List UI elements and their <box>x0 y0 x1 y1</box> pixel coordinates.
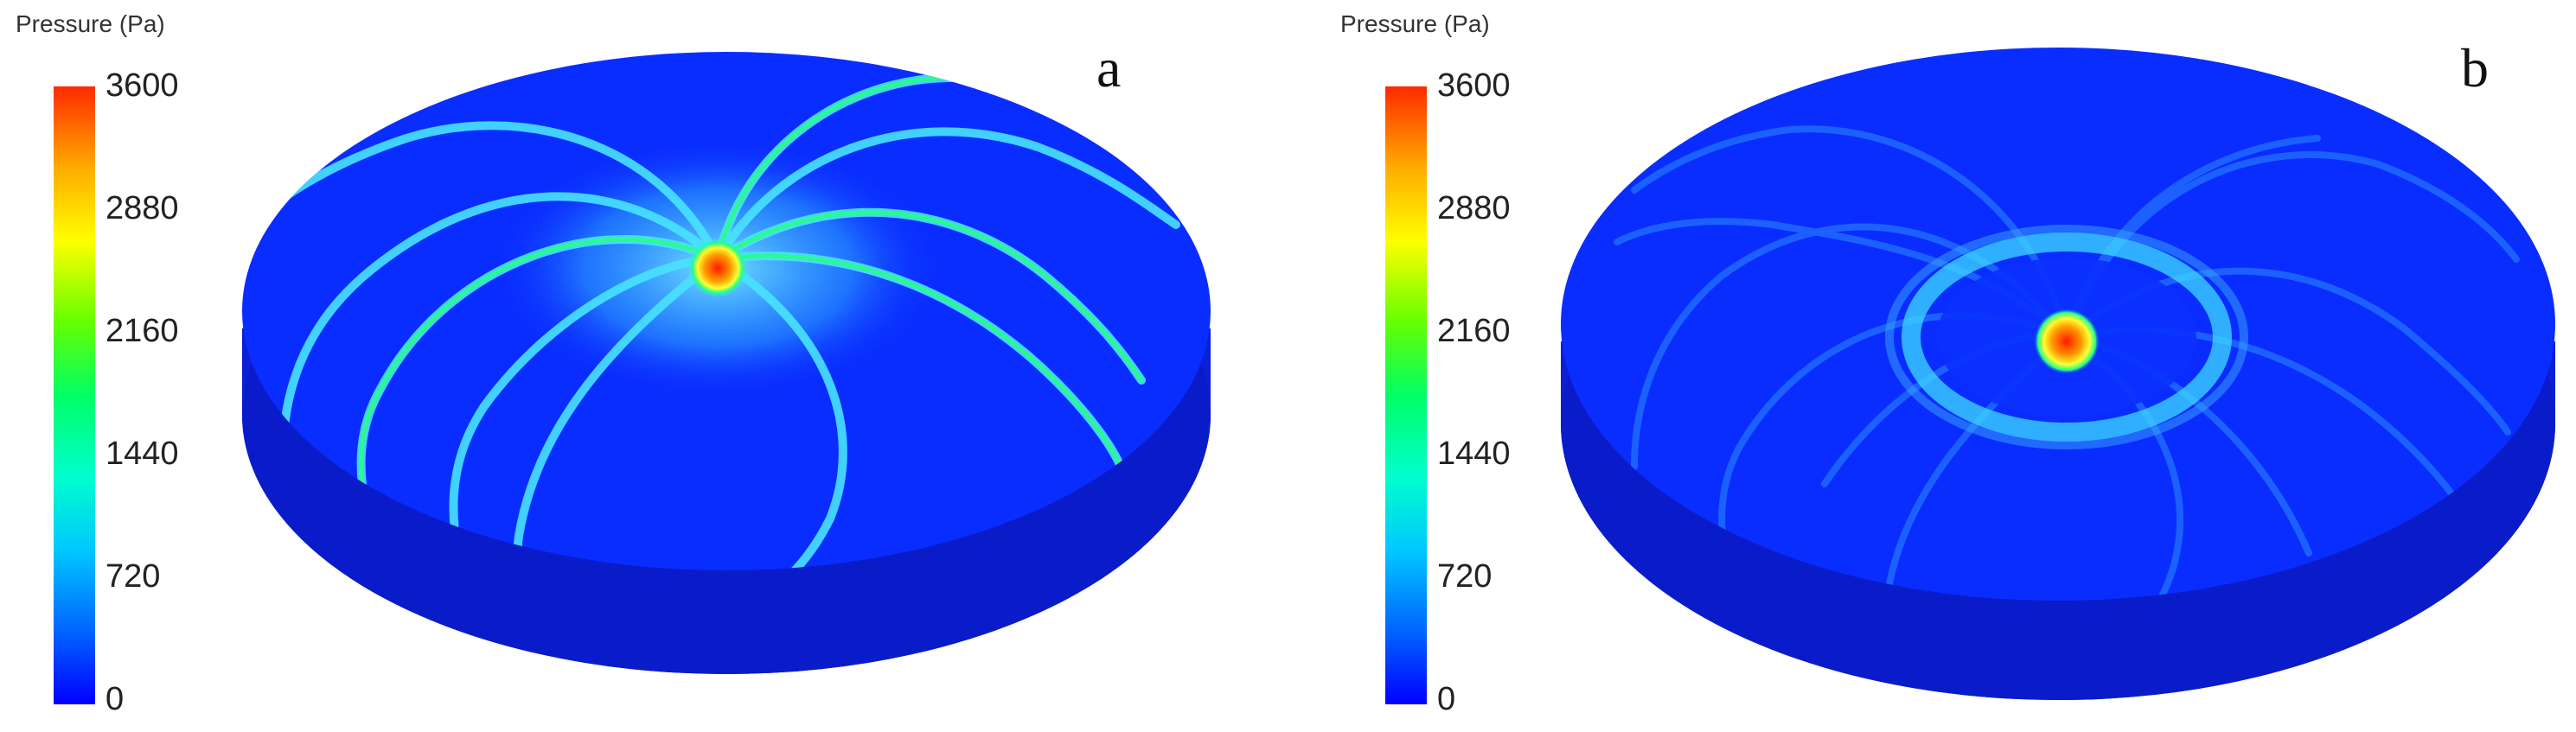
colorbar-tick: 0 <box>105 681 125 717</box>
colorbar-tick: 3600 <box>1437 67 1511 104</box>
panel-a: Pressure (Pa) 3600 2880 2160 1440 720 0 <box>16 10 1211 717</box>
colorbar-tick: 3600 <box>105 67 179 104</box>
colorbar-gradient <box>54 86 95 704</box>
colorbar-tick: 1440 <box>105 436 179 472</box>
panel-label: b <box>2461 37 2489 99</box>
colorbar-tick: 1440 <box>1437 436 1511 472</box>
panel-label: a <box>1096 37 1122 99</box>
colorbar-title: Pressure (Pa) <box>1340 10 1490 37</box>
pressure-disk-b <box>1561 48 2555 700</box>
colorbar-tick: 2880 <box>105 190 179 226</box>
colorbar-tick: 2880 <box>1437 190 1511 226</box>
panel-b: Pressure (Pa) 3600 2880 2160 1440 720 0 <box>1288 0 2576 732</box>
pressure-disk-a <box>242 52 1211 674</box>
colorbar-tick: 2160 <box>1437 313 1511 349</box>
colorbar-tick: 0 <box>1437 681 1456 717</box>
colorbar-tick: 720 <box>105 558 161 595</box>
colorbar-gradient <box>1385 86 1427 704</box>
colorbar-tick: 2160 <box>105 313 179 349</box>
colorbar-title: Pressure (Pa) <box>16 10 165 37</box>
colorbar-tick: 720 <box>1437 558 1493 595</box>
